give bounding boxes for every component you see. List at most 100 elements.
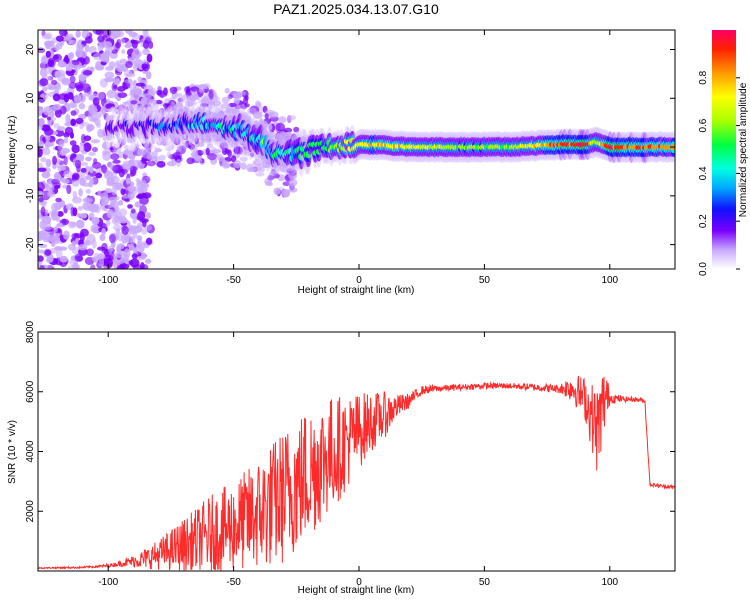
speckle [91, 216, 100, 225]
speckle [69, 101, 76, 109]
speckle [39, 78, 49, 87]
speckle [95, 111, 102, 119]
speckle [287, 115, 297, 121]
colorbar-ticks: 0.0 0.2 0.4 0.6 0.8 [698, 70, 740, 276]
speckle [114, 78, 120, 86]
speckle [85, 156, 92, 162]
speckle [49, 111, 55, 118]
speckle [137, 76, 143, 83]
speckle [75, 49, 83, 58]
speckle [105, 219, 111, 227]
speckle [111, 49, 119, 54]
speckle [139, 218, 149, 223]
speckle [67, 221, 77, 229]
y-tick-label: 4000 [25, 440, 36, 463]
speckle [152, 150, 158, 158]
speckle [106, 209, 115, 219]
colorbar-label: Normalized spectral amplitude [738, 82, 749, 217]
speckle [206, 143, 214, 149]
speckle [57, 144, 64, 151]
speckle [267, 123, 273, 131]
snr-series-line [38, 375, 675, 571]
speckle [141, 228, 148, 235]
speckle [130, 208, 136, 214]
speckle [89, 107, 98, 115]
speckle [94, 64, 105, 71]
speckle [198, 158, 203, 163]
speckle [118, 218, 129, 224]
snr-x-ticks: -100 -50 0 50 100 [98, 332, 619, 588]
speckle [46, 116, 52, 121]
snr-x-label: Height of straight line (km) [298, 585, 415, 596]
speckle [85, 248, 94, 257]
speckle [52, 103, 62, 111]
speckle [247, 107, 257, 114]
speckle [62, 230, 70, 240]
speckle [166, 160, 177, 167]
speckle [273, 173, 280, 179]
speckle [123, 248, 131, 258]
speckle [125, 60, 133, 69]
speckle [69, 75, 76, 84]
speckle [203, 83, 211, 90]
speckle [98, 256, 105, 267]
speckle [170, 101, 176, 109]
speckle [71, 60, 80, 66]
speckle [68, 81, 77, 89]
speckle [102, 141, 111, 150]
speckle [103, 41, 113, 49]
speckle [116, 264, 125, 269]
speckle [82, 202, 89, 210]
speckle [46, 83, 53, 91]
speckle [108, 61, 116, 69]
speckle [88, 212, 95, 219]
speckle [38, 249, 46, 254]
speckle [244, 95, 249, 101]
speckle [112, 224, 122, 231]
speckle [69, 258, 78, 266]
speckle [62, 170, 73, 178]
speckle [88, 111, 93, 122]
speckle [48, 187, 53, 197]
speckle [74, 253, 83, 262]
speckle [71, 174, 77, 181]
speckle [217, 156, 226, 162]
speckle [47, 44, 56, 52]
speckle [207, 153, 218, 161]
speckle [70, 118, 77, 127]
speckle [293, 126, 300, 133]
speckle [116, 64, 126, 73]
speckle [78, 113, 87, 120]
speckle [52, 155, 57, 166]
speckle [38, 230, 47, 238]
speckle [168, 154, 177, 160]
speckle [39, 117, 45, 127]
speckle [186, 157, 195, 165]
speckle [40, 157, 47, 163]
x-tick-label: -50 [226, 275, 241, 286]
speckle [110, 176, 120, 185]
speckle [40, 206, 46, 216]
colorbar-tick-label: 0.2 [698, 214, 709, 228]
speckle [221, 160, 231, 169]
speckle [131, 39, 138, 49]
speckle [139, 204, 147, 215]
speckle [80, 167, 87, 173]
speckle [247, 167, 256, 172]
speckle [54, 70, 61, 78]
speckle [77, 205, 83, 211]
speckle [188, 101, 198, 106]
speckle [275, 122, 285, 132]
speckle [142, 192, 152, 199]
speckle [56, 158, 61, 164]
speckle [125, 41, 131, 48]
speckle [136, 179, 141, 190]
speckle [50, 79, 58, 86]
speckle [53, 174, 62, 180]
speckle [92, 146, 98, 153]
speckle [208, 100, 216, 106]
spectrogram-x-label: Height of straight line (km) [298, 285, 415, 296]
snr-y-ticks: 2000 4000 6000 8000 [25, 320, 675, 522]
speckle [94, 117, 101, 126]
spectrogram-frame [37, 29, 676, 270]
